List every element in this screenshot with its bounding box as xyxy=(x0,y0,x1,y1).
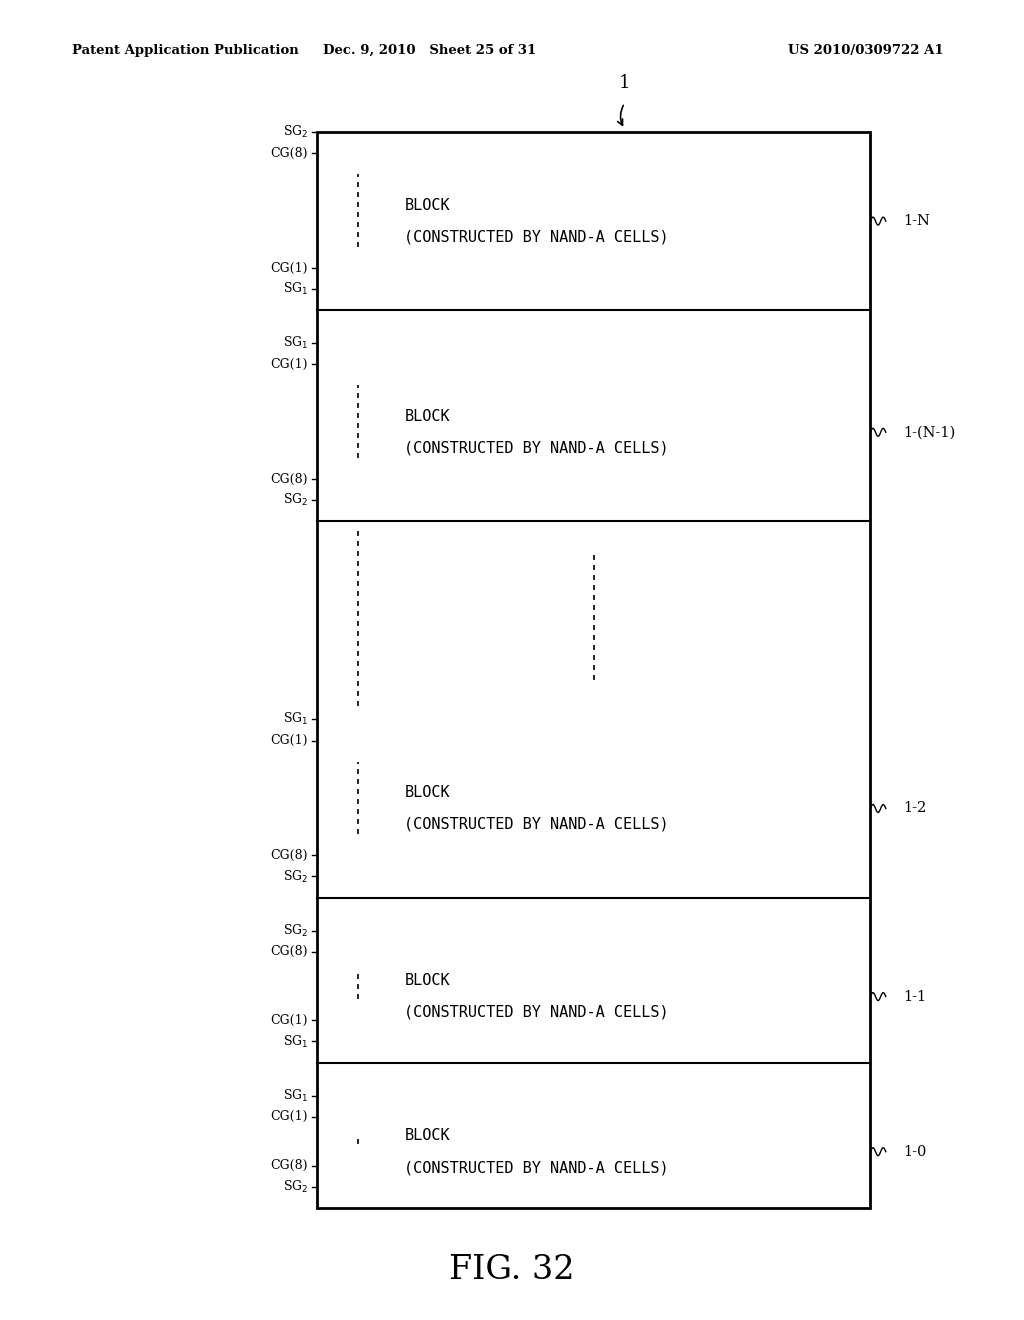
Text: CG(1): CG(1) xyxy=(270,734,308,747)
Text: SG$_1$: SG$_1$ xyxy=(283,281,308,297)
Text: BLOCK: BLOCK xyxy=(404,1129,451,1143)
Text: US 2010/0309722 A1: US 2010/0309722 A1 xyxy=(788,44,944,57)
Text: SG$_2$: SG$_2$ xyxy=(283,869,308,884)
Text: CG(1): CG(1) xyxy=(270,261,308,275)
Text: 1-(N-1): 1-(N-1) xyxy=(903,425,955,440)
Text: BLOCK: BLOCK xyxy=(404,785,451,800)
Text: SG$_1$: SG$_1$ xyxy=(283,1088,308,1104)
Text: 1: 1 xyxy=(618,74,631,92)
Text: FIG. 32: FIG. 32 xyxy=(450,1254,574,1286)
Text: BLOCK: BLOCK xyxy=(404,409,451,424)
Text: CG(8): CG(8) xyxy=(270,473,308,486)
Text: BLOCK: BLOCK xyxy=(404,973,451,989)
Bar xyxy=(317,132,870,1208)
Text: CG(8): CG(8) xyxy=(270,945,308,958)
Text: CG(8): CG(8) xyxy=(270,849,308,862)
Text: SG$_2$: SG$_2$ xyxy=(283,492,308,508)
Text: (CONSTRUCTED BY NAND-A CELLS): (CONSTRUCTED BY NAND-A CELLS) xyxy=(404,230,669,244)
Text: CG(1): CG(1) xyxy=(270,1014,308,1027)
Text: CG(8): CG(8) xyxy=(270,147,308,160)
Text: Dec. 9, 2010   Sheet 25 of 31: Dec. 9, 2010 Sheet 25 of 31 xyxy=(324,44,537,57)
Text: 1-0: 1-0 xyxy=(903,1144,927,1159)
Text: CG(1): CG(1) xyxy=(270,1110,308,1123)
Text: SG$_2$: SG$_2$ xyxy=(283,124,308,140)
Text: SG$_2$: SG$_2$ xyxy=(283,1179,308,1195)
Text: SG$_1$: SG$_1$ xyxy=(283,335,308,351)
Text: 1-N: 1-N xyxy=(903,214,930,228)
Text: SG$_1$: SG$_1$ xyxy=(283,1034,308,1049)
Text: 1-1: 1-1 xyxy=(903,990,927,1003)
Text: (CONSTRUCTED BY NAND-A CELLS): (CONSTRUCTED BY NAND-A CELLS) xyxy=(404,441,669,455)
Text: CG(1): CG(1) xyxy=(270,358,308,371)
Text: Patent Application Publication: Patent Application Publication xyxy=(72,44,298,57)
Text: BLOCK: BLOCK xyxy=(404,198,451,213)
Text: (CONSTRUCTED BY NAND-A CELLS): (CONSTRUCTED BY NAND-A CELLS) xyxy=(404,1005,669,1020)
Text: (CONSTRUCTED BY NAND-A CELLS): (CONSTRUCTED BY NAND-A CELLS) xyxy=(404,817,669,832)
Text: (CONSTRUCTED BY NAND-A CELLS): (CONSTRUCTED BY NAND-A CELLS) xyxy=(404,1160,669,1175)
Text: SG$_1$: SG$_1$ xyxy=(283,711,308,727)
Text: CG(8): CG(8) xyxy=(270,1159,308,1172)
Text: SG$_2$: SG$_2$ xyxy=(283,923,308,939)
Text: 1-2: 1-2 xyxy=(903,801,927,816)
